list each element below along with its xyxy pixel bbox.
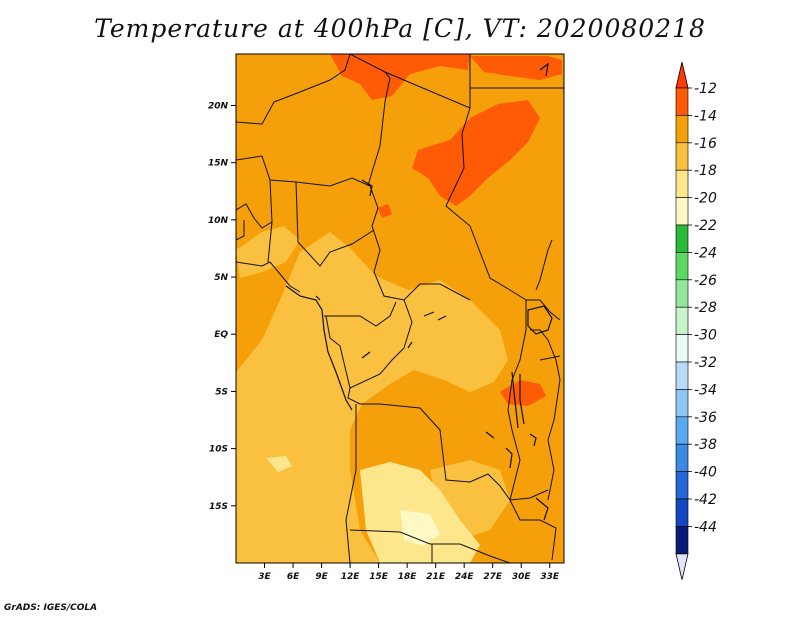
x-tick-label: 33E <box>540 572 560 582</box>
colorbar-segment <box>675 87 689 116</box>
y-tick-label: 5S <box>215 387 228 397</box>
colorbar-label: -20 <box>694 191 717 207</box>
colorbar-segment <box>675 115 689 144</box>
colorbar-segment <box>675 224 689 253</box>
colorbar-segment <box>675 498 689 527</box>
colorbar-label: -30 <box>694 328 717 344</box>
x-tick-label: 30E <box>512 572 532 582</box>
cool-band-west-central <box>236 232 508 563</box>
x-tick-label: 12E <box>341 572 361 582</box>
x-tick-label: 15E <box>369 572 389 582</box>
colorbar-label: -44 <box>694 519 717 535</box>
colorbar-label: -40 <box>694 465 717 481</box>
y-tick-label: EQ <box>214 330 228 340</box>
credit-text: GrADS: IGES/COLA <box>4 603 98 613</box>
y-tick-label: 15N <box>208 159 229 169</box>
colorbar-label: -22 <box>694 218 717 234</box>
colorbar-segment <box>675 416 689 445</box>
y-tick-label: 15S <box>209 502 228 512</box>
colorbar-label: -34 <box>694 382 717 398</box>
colorbar-label: -14 <box>694 108 717 124</box>
y-tick-label: 5N <box>214 273 228 283</box>
warm-patch-east <box>470 56 562 80</box>
map-frame <box>235 53 565 564</box>
cold-patch-namibia <box>266 456 292 472</box>
colorbar-segment <box>675 197 689 226</box>
cool-band-coast <box>236 226 300 278</box>
x-tick-label: 3E <box>258 572 271 582</box>
y-tick-label: 10N <box>208 216 229 226</box>
x-tick-label: 21E <box>426 572 446 582</box>
y-tick-label: 10S <box>209 445 228 455</box>
coastlines-lakes <box>285 62 553 521</box>
colorbar-segment <box>675 334 689 363</box>
colorbar-label: -28 <box>694 300 717 316</box>
cold-patch-south <box>360 462 480 563</box>
map-panel <box>236 54 564 563</box>
colorbar-segment <box>675 142 689 171</box>
colorbar-label: -12 <box>694 81 717 97</box>
x-tick-label: 27E <box>483 572 503 582</box>
coldest-patch-south <box>400 510 440 546</box>
x-tick-label: 18E <box>398 572 418 582</box>
colorbar-label: -42 <box>694 492 717 508</box>
warm-patch-north <box>330 54 470 100</box>
colorbar-segment <box>675 471 689 500</box>
y-tick-label: 20N <box>208 101 229 111</box>
colorbar-segment <box>675 279 689 308</box>
warm-patch-small <box>378 204 392 218</box>
colorbar-label: -38 <box>694 437 717 453</box>
colorbar-label: -32 <box>694 355 717 371</box>
map-title: Temperature at 400hPa [C], VT: 202008021… <box>94 14 706 43</box>
colorbar-segment <box>675 252 689 281</box>
colorbar-segment <box>675 169 689 198</box>
colorbar-label: -36 <box>694 410 717 426</box>
x-tick-label: 9E <box>315 572 328 582</box>
colorbar-segment <box>675 443 689 472</box>
y-axis-ticks: 20N 15N 10N 5N EQ 5S 10S 15S <box>208 101 236 512</box>
x-tick-label: 6E <box>287 572 300 582</box>
warm-patch-sudan <box>412 100 540 206</box>
colorbar-top-arrow <box>675 61 689 89</box>
colorbar-segment <box>675 526 689 555</box>
colorbar: -12 -14 -16 -18 -20 -22 -24 -26 -28 -30 -32 -34 -36 -… <box>675 61 717 580</box>
colorbar-bottom-arrow <box>675 553 689 580</box>
colorbar-label: -24 <box>694 245 717 261</box>
colorbar-segment <box>675 389 689 418</box>
x-axis-ticks: 3E 6E 9E 12E 15E 18E 21E 24E 27E 30E 33E <box>258 563 560 582</box>
x-tick-label: 24E <box>455 572 475 582</box>
colorbar-label: -18 <box>694 163 717 179</box>
colorbar-label: -16 <box>694 136 717 152</box>
country-boundaries <box>236 54 564 563</box>
colorbar-segment <box>675 361 689 390</box>
colorbar-segment <box>675 306 689 335</box>
colorbar-label: -26 <box>694 273 717 289</box>
